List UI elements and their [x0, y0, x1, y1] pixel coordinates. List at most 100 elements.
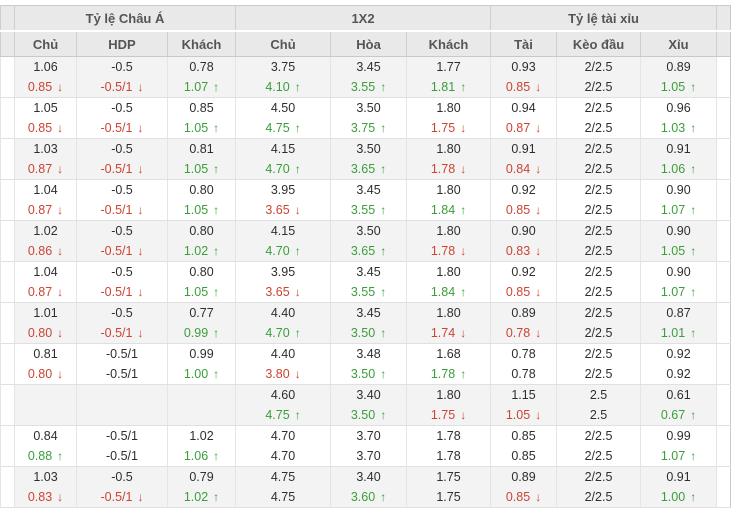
odds-cell: 1.00 ↑: [166, 364, 236, 385]
odds-cell: 0.87 ↓: [14, 159, 77, 180]
odds-value: -0.5/1: [100, 121, 133, 135]
odds-row: 1.04 -0.5 0.80 3.95 3.45 1.80 0.92 2/2.5 0.90: [0, 179, 731, 200]
odds-cell: 3.50 ↑: [330, 405, 407, 426]
up-arrow-icon: ↑: [380, 203, 387, 217]
odds-cell: 1.80: [406, 179, 491, 200]
up-arrow-icon: ↑: [57, 449, 64, 463]
odds-value: 0.92: [511, 265, 536, 279]
up-arrow-icon: ↑: [690, 244, 697, 258]
odds-value: 2/2.5: [584, 265, 613, 279]
odds-value: 0.80: [27, 326, 53, 340]
odds-value: 2/2.5: [584, 203, 613, 217]
odds-cell: -0.5/1: [76, 343, 168, 364]
odds-row: 0.85 ↓ -0.5/1 ↓ 1.07 ↑ 4.10 ↑ 3.55 ↑ 1.81 ↑ 0.85 ↓ 2/2…: [0, 77, 731, 98]
spacer-cell: [716, 77, 731, 98]
odds-value: 3.50: [356, 142, 381, 156]
odds-cell: 2/2.5: [556, 241, 641, 262]
odds-value: 0.79: [189, 470, 214, 484]
odds-cell: 0.92: [490, 261, 557, 282]
odds-value: 2/2.5: [584, 224, 613, 238]
odds-cell: 0.78: [490, 364, 557, 385]
odds-cell: 1.75 ↓: [406, 118, 491, 139]
up-arrow-icon: ↑: [213, 449, 220, 463]
odds-value: 1.06: [33, 60, 58, 74]
odds-value: 1.15: [511, 388, 536, 402]
down-arrow-icon: ↓: [57, 203, 64, 217]
odds-value: 3.70: [356, 429, 381, 443]
odds-value: 1.81: [430, 80, 456, 94]
odds-value: 2/2.5: [584, 429, 613, 443]
odds-cell: 0.91: [640, 466, 717, 487]
column-header-goal-line: Kèo đầu: [556, 31, 641, 57]
odds-value: 1.02: [189, 429, 214, 443]
odds-value: 1.05: [183, 162, 209, 176]
odds-value: 0.89: [511, 306, 536, 320]
odds-value: 0.91: [666, 470, 691, 484]
down-arrow-icon: ↓: [460, 408, 467, 422]
spacer-cell: [0, 200, 15, 221]
odds-cell: 3.60 ↑: [330, 487, 407, 508]
odds-cell: 0.90: [640, 179, 717, 200]
up-arrow-icon: ↑: [460, 285, 467, 299]
odds-cell: 2/2.5: [556, 425, 641, 446]
up-arrow-icon: ↑: [213, 367, 220, 381]
odds-value: 0.85: [511, 429, 536, 443]
odds-value: 0.99: [189, 347, 214, 361]
odds-value: 2/2.5: [584, 470, 613, 484]
spacer-cell: [716, 364, 731, 385]
odds-value: 3.50: [356, 101, 381, 115]
up-arrow-icon: ↑: [690, 408, 697, 422]
odds-value: 2/2.5: [584, 101, 613, 115]
odds-value: 0.96: [666, 101, 691, 115]
spacer-cell: [0, 56, 15, 77]
odds-cell: 0.85: [490, 425, 557, 446]
odds-value: 4.75: [265, 121, 290, 135]
up-arrow-icon: ↑: [690, 203, 697, 217]
odds-value: -0.5: [111, 101, 133, 115]
odds-cell: 2/2.5: [556, 487, 641, 508]
odds-value: 2/2.5: [584, 367, 613, 381]
up-arrow-icon: ↑: [690, 326, 697, 340]
odds-cell: 3.70: [330, 425, 407, 446]
spacer-cell: [716, 446, 731, 467]
down-arrow-icon: ↓: [137, 203, 144, 217]
odds-cell: 0.87 ↓: [14, 200, 77, 221]
odds-cell: 4.70: [235, 446, 331, 467]
odds-value: 0.81: [189, 142, 214, 156]
odds-cell: 3.95: [235, 179, 331, 200]
odds-value: 2/2.5: [584, 347, 613, 361]
odds-cell: 1.03: [14, 138, 77, 159]
odds-value: 3.50: [356, 224, 381, 238]
odds-cell: 4.10 ↑: [235, 77, 331, 98]
odds-cell: 1.78 ↑: [406, 364, 491, 385]
odds-cell: 2/2.5: [556, 159, 641, 180]
odds-value: 2/2.5: [584, 183, 613, 197]
odds-cell: 3.45: [330, 302, 407, 323]
odds-value: 3.45: [356, 306, 381, 320]
odds-value: 0.92: [666, 367, 691, 381]
odds-cell: 1.05 ↑: [640, 77, 717, 98]
odds-row: 0.83 ↓ -0.5/1 ↓ 1.02 ↑ 4.75 3.60 ↑ 1.75 0.85 ↓ 2/2.5…: [0, 487, 731, 508]
odds-cell: 1.80: [406, 302, 491, 323]
odds-cell: 2/2.5: [556, 56, 641, 77]
odds-cell: 0.89: [640, 56, 717, 77]
odds-cell: 3.65 ↑: [330, 159, 407, 180]
odds-value: 1.80: [436, 265, 461, 279]
spacer-cell: [0, 77, 15, 98]
odds-cell: 0.99: [166, 343, 236, 364]
up-arrow-icon: ↑: [213, 80, 220, 94]
down-arrow-icon: ↓: [294, 367, 301, 381]
odds-value: 1.01: [33, 306, 58, 320]
odds-cell: 1.75: [406, 466, 491, 487]
down-arrow-icon: ↓: [57, 490, 64, 504]
spacer-cell: [716, 220, 731, 241]
odds-cell: 1.02: [14, 220, 77, 241]
up-arrow-icon: ↑: [294, 408, 301, 422]
down-arrow-icon: ↓: [460, 326, 467, 340]
odds-cell: 1.06 ↑: [166, 446, 236, 467]
odds-cell: -0.5/1: [76, 364, 168, 385]
odds-value: 3.55: [350, 203, 376, 217]
odds-cell: 0.91: [640, 138, 717, 159]
odds-value: 1.78: [430, 162, 456, 176]
odds-cell: 0.85 ↓: [490, 487, 557, 508]
